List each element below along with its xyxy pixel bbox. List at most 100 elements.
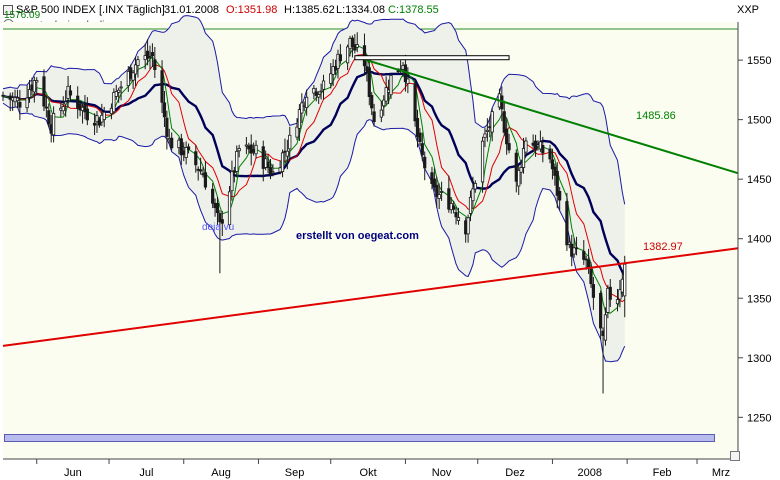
- candle-body: [338, 54, 342, 62]
- moving-average-slow-line: [2, 53, 626, 303]
- candle-body: [372, 111, 376, 123]
- candle-body: [517, 170, 521, 187]
- candle-body: [165, 117, 169, 137]
- candle-body: [203, 172, 208, 188]
- candle-body: [514, 152, 518, 182]
- candle-body: [524, 140, 528, 153]
- candle-body: [85, 108, 89, 121]
- candle-body: [95, 115, 99, 123]
- candle-body: [384, 87, 388, 102]
- candle-body: [507, 143, 511, 151]
- candle-body: [44, 106, 48, 109]
- candle-body: [550, 159, 555, 170]
- candle-body: [119, 86, 123, 89]
- candle-body: [15, 97, 20, 102]
- candle-body: [565, 201, 569, 246]
- candle-body: [64, 101, 68, 105]
- candle-body: [317, 94, 321, 98]
- candle-body: [305, 96, 309, 109]
- x-tick-label: Dez: [505, 467, 525, 479]
- x-tick-label: 2008: [578, 467, 602, 479]
- candle-body: [297, 109, 302, 129]
- candle-body: [367, 67, 371, 97]
- candle-body: [439, 191, 444, 193]
- y-tick-label: 1550: [747, 55, 771, 67]
- candle-body: [249, 144, 253, 154]
- bollinger-band-fill: [3, 15, 625, 362]
- candle-body: [418, 132, 422, 143]
- candle-body: [606, 287, 610, 313]
- candle-body: [112, 92, 116, 113]
- candle-body: [584, 258, 588, 261]
- candle-body: [589, 268, 593, 285]
- y-tick-label: 1350: [747, 293, 771, 305]
- candle-body: [480, 140, 485, 183]
- instrument-label: S&P 500 INDEX [.INX Täglich]: [16, 4, 165, 16]
- candle-body: [261, 146, 265, 169]
- candle-body: [355, 44, 359, 48]
- candle-body: [312, 87, 316, 94]
- candle-body: [521, 148, 526, 168]
- candle-body: [415, 117, 420, 138]
- chart-menu-icon[interactable]: [3, 5, 13, 15]
- bollinger-lower-line: [2, 102, 626, 363]
- candle-body: [244, 144, 248, 147]
- candle-body: [329, 73, 333, 84]
- x-tick-label: Jul: [139, 467, 153, 479]
- candle-body: [603, 314, 608, 341]
- x-tick-label: Feb: [653, 467, 672, 479]
- candle-body: [572, 247, 576, 255]
- candle-body: [76, 95, 80, 109]
- candle-body: [321, 80, 326, 90]
- candle-body: [300, 102, 304, 114]
- horizontal-scrollbar[interactable]: [4, 434, 715, 442]
- x-tick-label: Jun: [64, 467, 82, 479]
- range-marker-box: [354, 55, 510, 61]
- candle-body: [454, 212, 458, 218]
- x-tick-label: Mrz: [712, 467, 730, 479]
- candle-body: [145, 50, 150, 59]
- candle-body: [295, 126, 299, 138]
- candle-body: [92, 122, 97, 126]
- candle-body: [230, 171, 234, 192]
- candle-body: [153, 59, 157, 71]
- creator-annotation: erstellt von oegeat.com: [296, 230, 419, 242]
- candle-body: [194, 151, 198, 166]
- candle-body: [266, 161, 270, 169]
- high-value: H:1385.62: [284, 4, 335, 16]
- candle-body: [615, 299, 620, 305]
- candle-body: [235, 150, 239, 172]
- candle-body: [288, 134, 292, 150]
- candle-body: [485, 129, 489, 132]
- close-value: C:1378.55: [388, 4, 439, 16]
- chart-header: S&P 500 INDEX [.INX Täglich] 31.01.2008 …: [0, 0, 780, 20]
- candle-body: [618, 289, 622, 300]
- candle-body: [227, 191, 232, 226]
- candle-body: [586, 259, 591, 268]
- green-trendline: [354, 55, 739, 175]
- candle-body: [186, 146, 191, 150]
- candle-body: [548, 148, 552, 160]
- candle-body: [133, 64, 138, 75]
- bollinger-upper-line: [2, 15, 626, 205]
- candle-body: [420, 143, 424, 156]
- candle-body: [379, 109, 383, 118]
- candle-body: [42, 76, 46, 107]
- candle-body: [215, 202, 220, 214]
- candle-body: [574, 247, 579, 250]
- candle-body: [114, 91, 118, 97]
- candle-body: [447, 188, 451, 210]
- candle-body: [555, 170, 559, 196]
- candle-body: [471, 188, 475, 202]
- candle-body: [148, 56, 152, 58]
- y-tick-label: 1500: [747, 115, 771, 127]
- candle-body: [102, 111, 106, 120]
- candle-body: [131, 72, 135, 81]
- y-tick-label: 1450: [747, 174, 771, 186]
- x-tick-label: Nov: [432, 467, 452, 479]
- candle-body: [430, 172, 434, 184]
- resize-handle-icon[interactable]: [730, 451, 740, 461]
- candle-body: [254, 144, 258, 155]
